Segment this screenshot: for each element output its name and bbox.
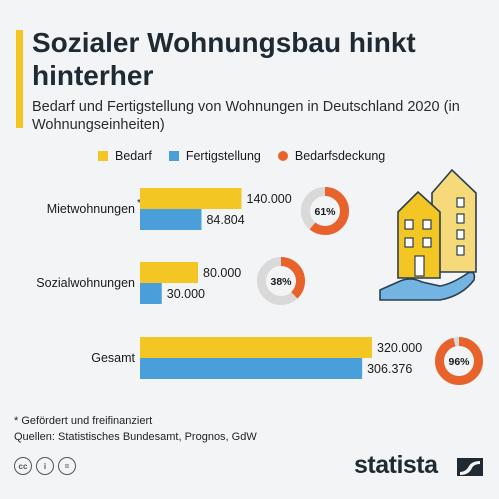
nd-icon[interactable]: = xyxy=(58,457,76,475)
page-subtitle: Bedarf und Fertigstellung von Wohnungen … xyxy=(32,99,460,133)
license-icons: cc i = xyxy=(14,457,80,475)
bar-fertigstellung-mietwohnungen xyxy=(140,209,202,230)
value-label-bedarf-mietwohnungen: 140.000 xyxy=(247,192,292,206)
hand-icon xyxy=(379,271,476,301)
legend-swatch-bedarf xyxy=(98,151,108,161)
bar-bedarf-mietwohnungen xyxy=(140,188,242,209)
donut-arc-mietwohnungen xyxy=(301,187,349,235)
category-label-gesamt: Gesamt xyxy=(91,351,135,365)
brand-logo[interactable]: statista xyxy=(354,451,438,479)
bar-bedarf-sozialwohnungen xyxy=(140,262,198,283)
house-front-icon xyxy=(397,190,441,279)
donut-label-gesamt: 96% xyxy=(448,356,470,368)
donut-arc-sozialwohnungen xyxy=(257,257,305,305)
legend-label-bedarf: Bedarf xyxy=(115,149,152,163)
footnote-mark: * xyxy=(137,198,141,209)
legend: Bedarf Fertigstellung Bedarfsdeckung xyxy=(98,149,402,163)
cc-icon[interactable]: cc xyxy=(14,457,32,475)
legend-label-deckung: Bedarfsdeckung xyxy=(294,149,386,163)
legend-item-deckung: Bedarfsdeckung xyxy=(277,149,386,163)
donut-label-sozialwohnungen: 38% xyxy=(270,276,292,288)
bar-fertigstellung-gesamt xyxy=(140,358,363,379)
house-windows xyxy=(404,197,465,277)
value-label-bedarf-sozialwohnungen: 80.000 xyxy=(203,266,241,280)
accent-bar xyxy=(16,30,23,128)
legend-swatch-fertigstellung xyxy=(168,151,179,161)
bar-fertigstellung-sozialwohnungen xyxy=(140,283,162,304)
value-label-bedarf-gesamt: 320.000 xyxy=(377,341,422,355)
donut-arc-gesamt xyxy=(435,337,483,385)
houses-hand-illustration xyxy=(379,168,477,301)
value-label-fertigstellung-gesamt: 306.376 xyxy=(367,362,412,376)
legend-label-fertigstellung: Fertigstellung xyxy=(185,149,261,163)
legend-swatch-deckung xyxy=(277,151,288,161)
category-label-sozialwohnungen: Sozialwohnungen xyxy=(36,276,135,290)
footnote-text: * Gefördert und freifinanziert xyxy=(14,415,153,427)
source-text: Quellen: Statistisches Bundesamt, Progno… xyxy=(14,431,257,443)
legend-item-fertigstellung: Fertigstellung xyxy=(168,149,261,163)
donut-label-mietwohnungen: 61% xyxy=(314,206,336,218)
category-label-mietwohnungen: Mietwohnungen xyxy=(47,202,135,216)
value-label-fertigstellung-sozialwohnungen: 30.000 xyxy=(167,287,205,301)
by-icon[interactable]: i xyxy=(36,457,54,475)
legend-item-bedarf: Bedarf xyxy=(98,149,152,163)
page-title: Sozialer Wohnungsbau hinkt hinterher xyxy=(32,27,416,91)
value-label-fertigstellung-mietwohnungen: 84.804 xyxy=(206,213,244,227)
brand-icon[interactable] xyxy=(457,456,483,478)
footnote-block: * Gefördert und freifinanziert Quellen: … xyxy=(14,413,257,445)
bar-bedarf-gesamt xyxy=(140,337,372,358)
